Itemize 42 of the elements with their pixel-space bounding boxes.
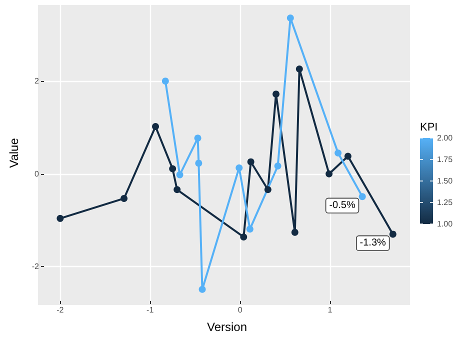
point [264,186,272,194]
point [286,14,294,22]
point [152,123,160,130]
y-tick-label: 0 [34,169,40,178]
x-tick-label: -1 [146,306,154,314]
color-bar-label: 1.25 [437,198,454,207]
point [246,226,254,233]
x-axis-title: Version [206,320,248,334]
point [334,150,342,156]
y-tick-label: -2 [32,262,40,272]
point [195,160,202,167]
x-tick-label: 1 [328,306,333,314]
point [326,170,333,178]
point [198,286,206,293]
color-bar-label: 1.00 [437,220,454,228]
point [236,164,243,172]
annotation: -0.5% [329,200,356,212]
point [247,158,254,166]
y-tick-label: 2 [34,76,40,86]
point [274,162,282,170]
x-tick-label: -2 [56,306,64,314]
x-tick-label: 0 [238,306,243,314]
point [174,186,181,194]
color-bar-label: 1.75 [437,155,454,164]
point [389,230,396,238]
y-axis-title: Value [7,138,21,168]
color-bar-title: KPI [420,122,438,134]
point [358,193,366,200]
color-bar-label: 2.00 [437,134,454,142]
point [162,78,169,85]
annotation: -1.3% [360,238,386,249]
point [291,228,298,236]
point [56,214,64,222]
point [296,66,303,73]
point [194,134,202,142]
point [120,194,128,202]
point [272,90,280,98]
point [176,171,184,178]
point [169,165,176,172]
point [240,233,248,240]
color-bar-label: 1.50 [437,176,454,186]
point [344,152,352,160]
